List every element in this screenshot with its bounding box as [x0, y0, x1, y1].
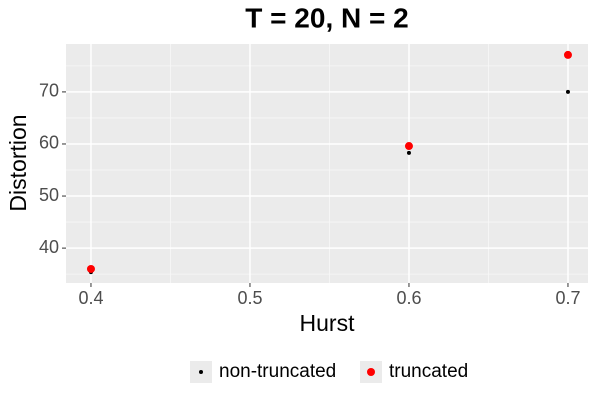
panel: [66, 44, 588, 283]
legend-label: non-truncated: [219, 361, 336, 382]
y-tick-label: 60: [39, 133, 59, 153]
point: [86, 264, 95, 273]
x-tick-label: 0.7: [555, 288, 580, 308]
legend-marker: [367, 368, 375, 376]
x-tick-label: 0.4: [78, 288, 103, 308]
x-tick-label: 0.5: [237, 288, 262, 308]
y-axis-label: Distortion: [5, 114, 31, 211]
point: [404, 142, 413, 151]
chart-title: T = 20, N = 2: [245, 2, 408, 33]
x-axis-label: Hurst: [300, 310, 356, 336]
point: [565, 89, 570, 94]
x-tick-label: 0.6: [396, 288, 421, 308]
y-tick-label: 70: [39, 81, 59, 101]
point: [406, 150, 411, 155]
y-tick-label: 40: [39, 237, 59, 257]
point: [563, 50, 572, 59]
y-tick-label: 50: [39, 185, 59, 205]
legend-marker: [199, 370, 203, 374]
legend-label: truncated: [389, 361, 468, 382]
